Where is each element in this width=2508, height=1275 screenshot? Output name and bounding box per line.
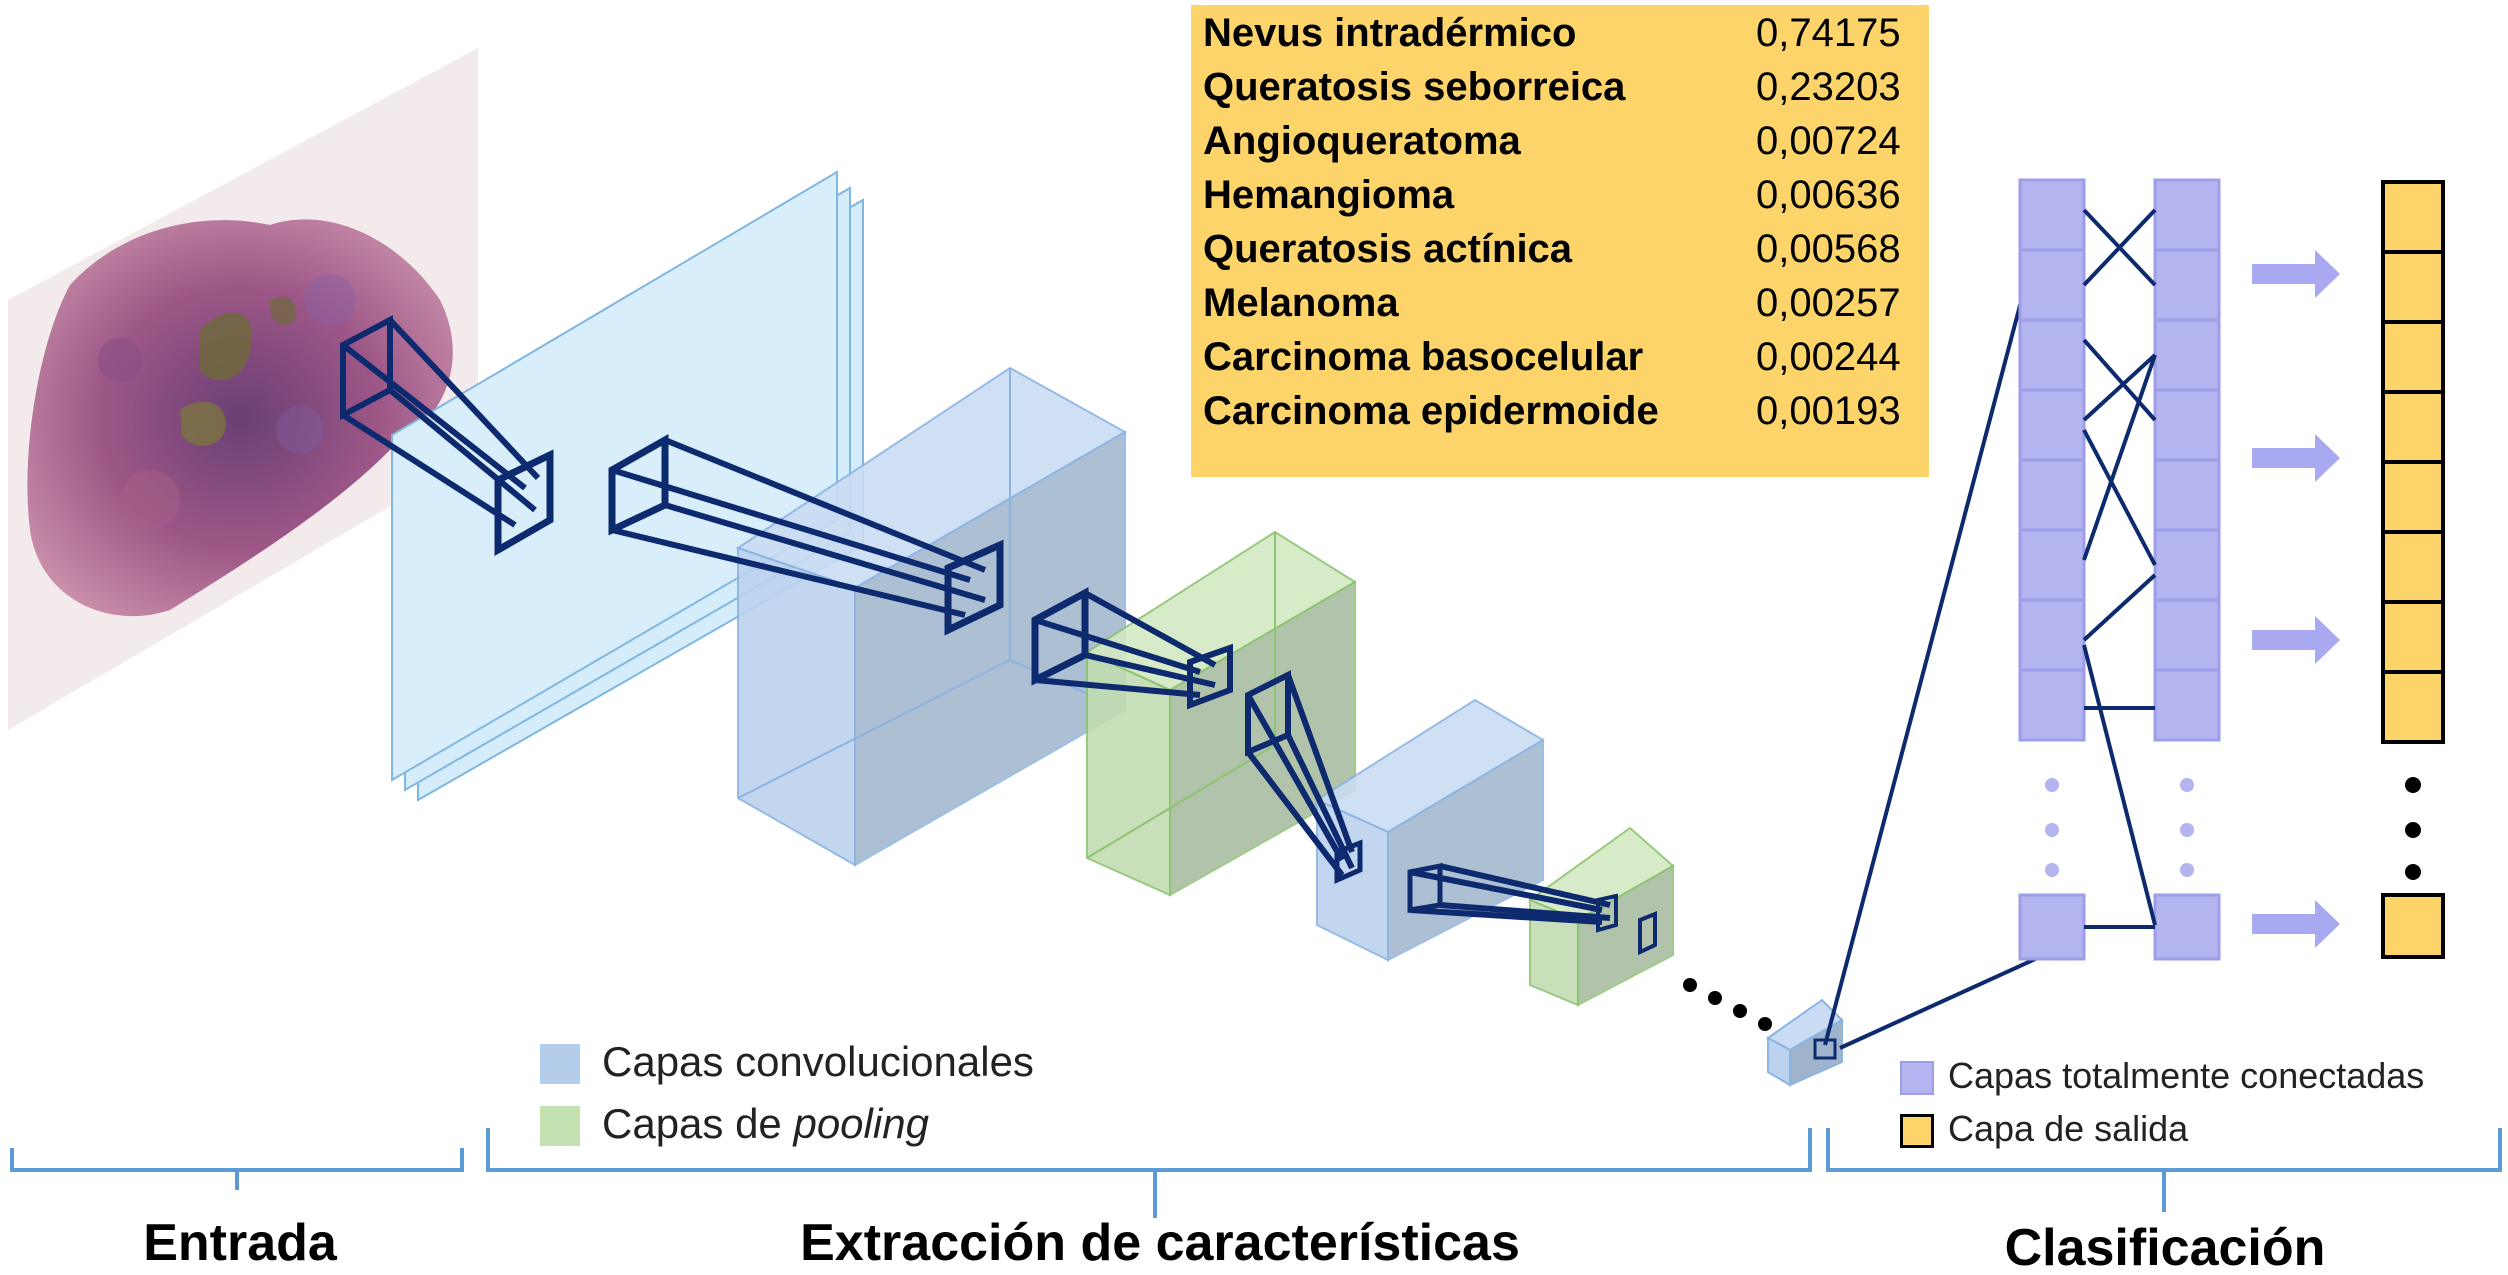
legend-pool: Capas de pooling: [540, 1100, 1240, 1150]
legend-output: Capa de salida: [1900, 1108, 2500, 1158]
legend-conv-label: Capas convolucionales: [602, 1038, 1034, 1085]
prediction-value: 0,00636: [1756, 173, 1901, 217]
prediction-value: 0,00257: [1756, 281, 1901, 325]
prediction-value: 0,00724: [1756, 119, 1901, 163]
output-arrows: [2252, 250, 2340, 948]
input-image: [8, 48, 478, 730]
prediction-value: 0,23203: [1756, 65, 1901, 109]
legend-pool-prefix: Capas de: [602, 1100, 794, 1147]
section-classification-label: Clasificación: [2004, 1219, 2326, 1275]
prediction-row: Queratosis seborreica 0,23203: [1191, 59, 1929, 113]
fc-layer-2: [2153, 178, 2221, 961]
legend-fc: Capas totalmente conectadas: [1900, 1055, 2500, 1105]
prediction-label: Hemangioma: [1203, 173, 1455, 217]
prediction-row: Carcinoma basocelular 0,00244: [1191, 329, 1929, 383]
output-swatch: [1900, 1114, 1934, 1148]
fc-layer-1: [2018, 178, 2086, 961]
output-dots: [2405, 777, 2421, 880]
prediction-value: 0,00244: [1756, 335, 1901, 379]
conv-swatch: [540, 1044, 580, 1084]
legend-conv: Capas convolucionales: [540, 1038, 1240, 1088]
prediction-label: Queratosis seborreica: [1203, 65, 1626, 109]
prediction-label: Melanoma: [1203, 281, 1399, 325]
receptive-field-connectors: [340, 217, 2056, 1050]
legend-pool-label: Capas de pooling: [602, 1100, 929, 1148]
prediction-row: Nevus intradérmico 0,74175: [1191, 5, 1929, 59]
prediction-row: Queratosis actínica 0,00568: [1191, 221, 1929, 275]
prediction-value: 0,00193: [1756, 389, 1901, 433]
prediction-row: Hemangioma 0,00636: [1191, 167, 1929, 221]
final-feature-block: [1766, 998, 1844, 1087]
conv-layer-2: [735, 366, 1128, 867]
legend-output-label: Capa de salida: [1948, 1108, 2189, 1149]
output-layer: [2381, 180, 2445, 959]
fc-swatch: [1900, 1061, 1934, 1095]
fc-dots: [2045, 778, 2194, 877]
prediction-value: 0,74175: [1756, 11, 1901, 55]
legend-pool-italic: pooling: [793, 1100, 929, 1147]
prediction-value: 0,00568: [1756, 227, 1901, 271]
section-brackets: [10, 1128, 2502, 1218]
prediction-label: Queratosis actínica: [1203, 227, 1573, 271]
section-input-label: Entrada: [143, 1214, 337, 1272]
prediction-label: Angioqueratoma: [1203, 119, 1521, 163]
fc-connections: [2082, 208, 2157, 929]
pool-swatch: [540, 1106, 580, 1146]
pool-layer-1: [1084, 530, 1357, 897]
prediction-row: Angioqueratoma 0,00724: [1191, 113, 1929, 167]
prediction-label: Carcinoma epidermoide: [1203, 389, 1659, 433]
prediction-table: Nevus intradérmico 0,74175 Queratosis sebo…: [1191, 5, 1929, 477]
prediction-row: Melanoma 0,00257: [1191, 275, 1929, 329]
prediction-label: Nevus intradérmico: [1203, 11, 1577, 55]
continuation-dots: [1683, 978, 1772, 1031]
prediction-label: Carcinoma basocelular: [1203, 335, 1644, 379]
section-features-label: Extracción de características: [800, 1214, 1520, 1272]
legend-fc-label: Capas totalmente conectadas: [1948, 1055, 2425, 1096]
prediction-row: Carcinoma epidermoide 0,00193: [1191, 383, 1929, 437]
